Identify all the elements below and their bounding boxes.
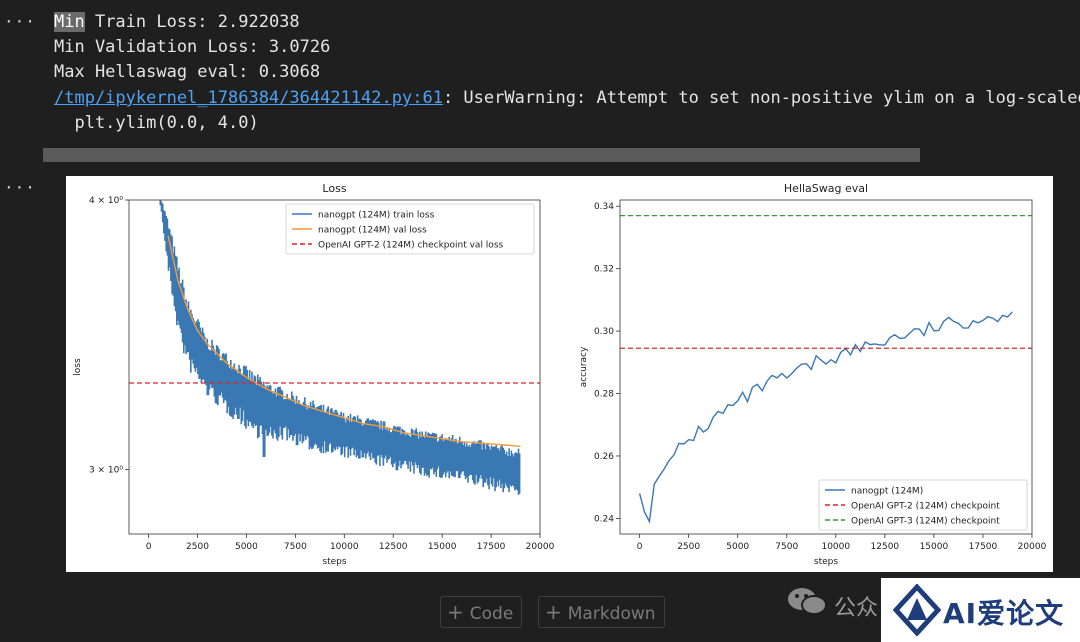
hellaswag-xtick-label: 10000 xyxy=(821,542,850,552)
hellaswag-xtick-label: 0 xyxy=(637,542,643,552)
plot-output: Loss steps loss 0 2500 5000 7500 10000 12500 1500… xyxy=(66,176,1053,572)
warning-source-link[interactable]: /tmp/ipykernel_1786384/364421142.py:61 xyxy=(54,88,443,108)
hellaswag-ytick-label: 0.26 xyxy=(594,452,614,462)
horizontal-scrollbar[interactable] xyxy=(43,148,920,162)
hellaswag-xtick-label: 17500 xyxy=(969,542,998,552)
loss-xlabel: steps xyxy=(322,557,346,567)
loss-legend-label: OpenAI GPT-2 (124M) checkpoint val loss xyxy=(318,241,504,251)
loss-xtick-label: 17500 xyxy=(477,542,506,552)
hellaswag-xtick-label: 5000 xyxy=(726,542,749,552)
train-loss-line xyxy=(159,200,521,495)
loss-xtick-label: 15000 xyxy=(428,542,457,552)
loss-ytick-label: 3 × 10⁰ xyxy=(89,465,123,475)
plot-output-ellipsis[interactable]: ··· xyxy=(4,178,36,197)
wechat-icon xyxy=(788,588,827,615)
hellaswag-xtick-label: 20000 xyxy=(1018,542,1047,552)
code-button-label: Code xyxy=(469,604,514,624)
ai-logo-icon xyxy=(893,584,941,636)
hellaswag-xtick-label: 12500 xyxy=(871,542,900,552)
hellaswag-axes-frame xyxy=(619,199,1033,535)
loss-legend xyxy=(285,203,535,255)
val-loss-line: Min Validation Loss: 3.0726 xyxy=(54,37,331,57)
plus-icon: + xyxy=(545,600,562,624)
hellaswag-legend-label: OpenAI GPT-2 (124M) checkpoint xyxy=(851,502,1000,512)
hellaswag-title: HellaSwag eval xyxy=(784,182,868,195)
hellaswag-ytick-label: 0.30 xyxy=(594,327,614,337)
val-loss-line xyxy=(167,235,521,447)
hellaswag-ytick-label: 0.32 xyxy=(594,265,614,275)
hellaswag-xlabel: steps xyxy=(814,557,838,567)
hellaswag-xtick-label: 7500 xyxy=(775,542,798,552)
hellaswag-legend xyxy=(818,479,1028,531)
logo-badge: AI爱论文 xyxy=(881,578,1080,642)
loss-title: Loss xyxy=(322,182,346,195)
markdown-button-label: Markdown xyxy=(567,604,656,624)
hellaswag-ytick-label: 0.28 xyxy=(594,390,614,400)
hellaswag-xtick-label: 15000 xyxy=(920,542,949,552)
loss-xtick-label: 12500 xyxy=(379,542,408,552)
train-loss-text: Train Loss: 2.922038 xyxy=(84,12,300,32)
loss-xtick-label: 7500 xyxy=(284,542,307,552)
search-highlight: Min xyxy=(54,12,85,32)
warning-line: /tmp/ipykernel_1786384/364421142.py:61: … xyxy=(54,88,1080,108)
hellaswag-ytick-label: 0.34 xyxy=(594,202,614,212)
hellaswag-ytick-label: 0.24 xyxy=(594,514,614,524)
hellaswag-line: Max Hellaswag eval: 0.3068 xyxy=(54,62,321,82)
cell-output-ellipsis[interactable]: ··· xyxy=(4,12,36,31)
plus-icon: + xyxy=(447,600,464,624)
loss-xtick-label: 2500 xyxy=(186,542,209,552)
charts-svg: Loss steps loss 0 2500 5000 7500 10000 12500 1500… xyxy=(73,182,1047,567)
loss-xtick-label: 0 xyxy=(146,542,152,552)
loss-xtick-label: 10000 xyxy=(330,542,359,552)
loss-ytick-label: 4 × 10⁰ xyxy=(89,196,123,206)
loss-xtick-label: 20000 xyxy=(526,542,555,552)
hellaswag-line xyxy=(638,311,1013,524)
loss-xtick-label: 5000 xyxy=(235,542,258,552)
loss-axes-frame xyxy=(128,199,541,535)
train-loss-line: Min Train Loss: 2.922038 xyxy=(54,12,300,32)
add-code-cell-button[interactable]: + Code xyxy=(440,596,523,628)
hellaswag-legend-label: OpenAI GPT-3 (124M) checkpoint xyxy=(851,517,1000,527)
loss-legend-label: nanogpt (124M) train loss xyxy=(318,211,435,221)
watermark-text: 公众 xyxy=(834,596,879,621)
hellaswag-xtick-label: 2500 xyxy=(677,542,700,552)
add-markdown-cell-button[interactable]: + Markdown xyxy=(538,596,665,628)
warning-text: : UserWarning: Attempt to set non-positi… xyxy=(442,88,1080,108)
warning-code-line: plt.ylim(0.0, 4.0) xyxy=(54,113,259,133)
logo-text: AI爱论文 xyxy=(943,597,1065,630)
hellaswag-ylabel: accuracy xyxy=(579,346,589,387)
loss-ylabel: loss xyxy=(73,358,83,376)
loss-legend-label: nanogpt (124M) val loss xyxy=(318,226,427,236)
hellaswag-legend-label: nanogpt (124M) xyxy=(851,487,923,497)
